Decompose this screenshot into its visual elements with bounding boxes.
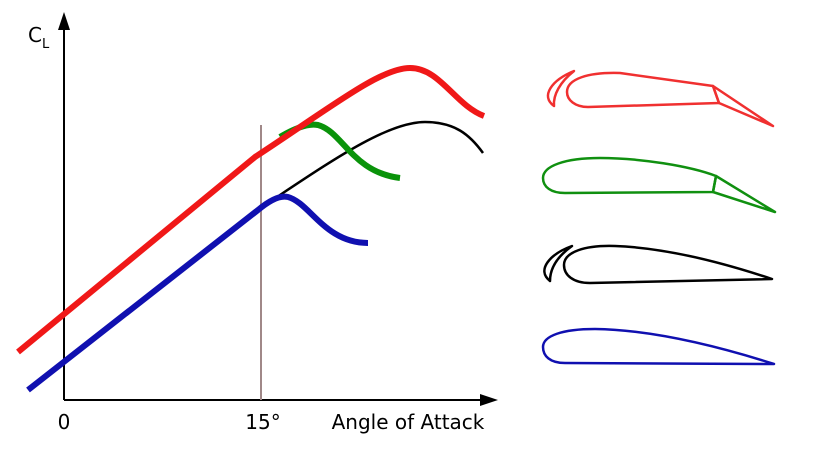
airfoil-slat-flap — [546, 69, 775, 128]
y-label-main: C — [28, 23, 42, 47]
y-label-sub: L — [42, 37, 50, 52]
airfoil-plain — [541, 327, 776, 366]
airfoil-flap — [541, 156, 777, 214]
x-label: Angle of Attack — [332, 410, 485, 434]
curve-slat-flap — [16, 64, 486, 355]
x-tick-label: 0 — [58, 410, 71, 434]
curve-plain — [26, 193, 369, 393]
x-tick-label: 15° — [245, 410, 280, 434]
airfoil-slat — [543, 244, 774, 285]
x-arrow — [480, 394, 498, 406]
y-label: CL — [28, 23, 50, 52]
curve-slat — [259, 120, 485, 211]
y-arrow — [58, 12, 70, 30]
